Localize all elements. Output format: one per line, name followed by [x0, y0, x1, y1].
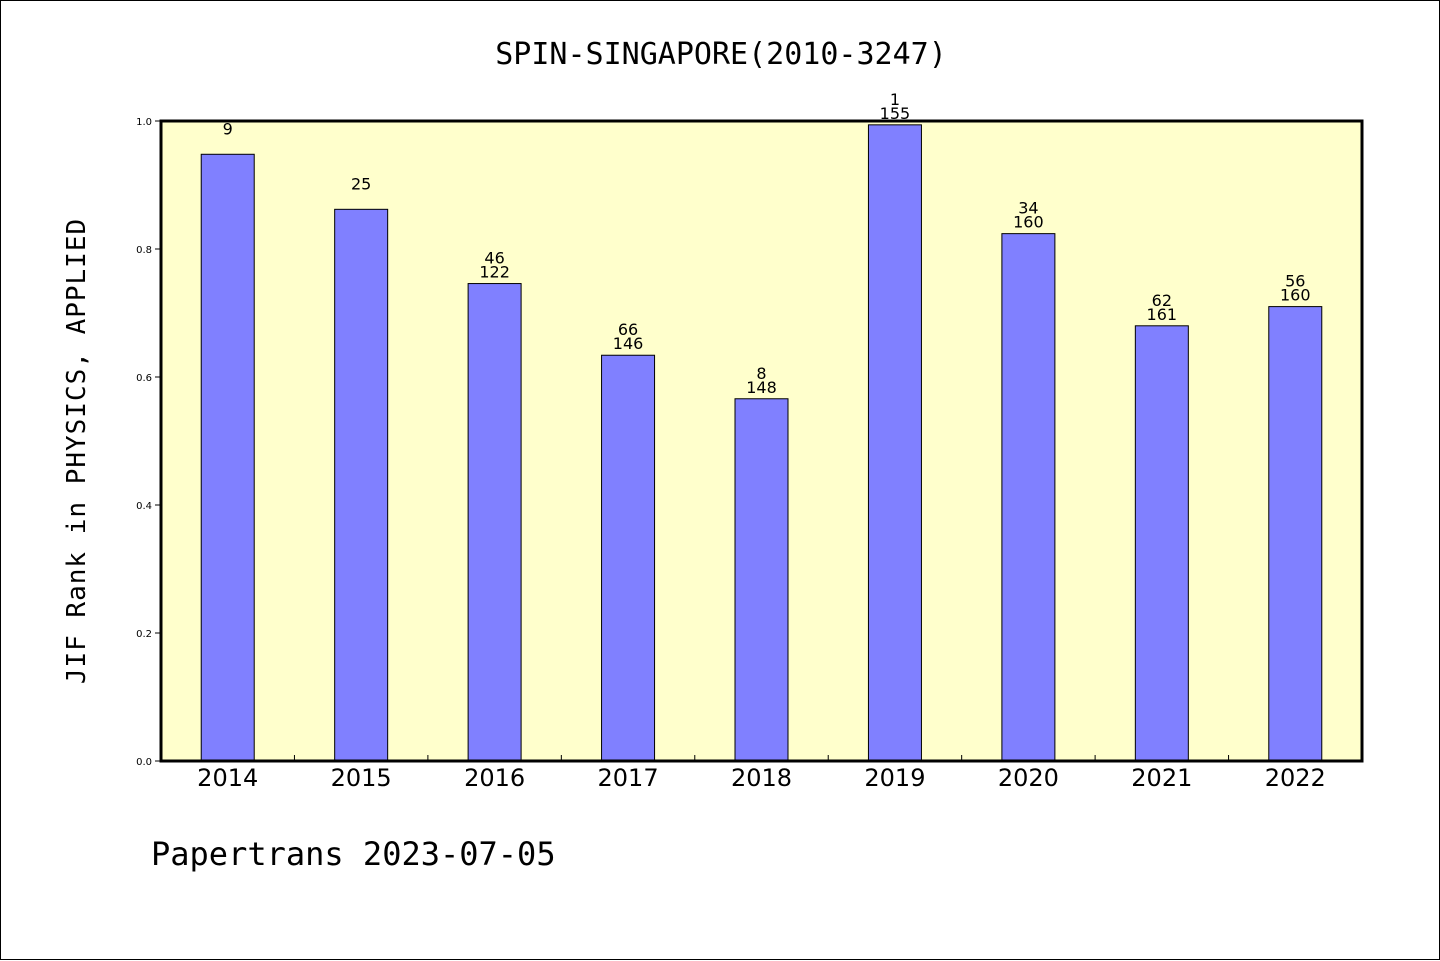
- x-tick-label: 2021: [1131, 764, 1192, 792]
- x-tick-label: 2016: [464, 764, 525, 792]
- bar-rank-label: 1: [890, 90, 900, 109]
- bar-total-label: 122: [479, 263, 510, 282]
- bar-rank-label: 9: [223, 119, 233, 138]
- bar: [734, 398, 789, 762]
- bar: [601, 354, 656, 762]
- bar: [334, 208, 389, 762]
- bar: [1134, 325, 1189, 762]
- y-tick-label: 0.8: [136, 245, 152, 256]
- footer-credit: Papertrans 2023-07-05: [151, 835, 556, 873]
- x-tick-label: 2019: [864, 764, 925, 792]
- bar: [1268, 306, 1323, 762]
- bar-total-label: 161: [1147, 305, 1178, 324]
- bar-rank-label: 46: [484, 249, 504, 268]
- y-tick-label: 0.2: [136, 629, 152, 640]
- x-tick-label: 2020: [998, 764, 1059, 792]
- plot-frame: [159, 119, 1364, 763]
- bar-total-label: 146: [613, 334, 644, 353]
- bar-total-label: 148: [746, 378, 777, 397]
- x-tick-label: 2014: [197, 764, 258, 792]
- bar-rank-label: 8: [756, 364, 766, 383]
- bar: [1001, 233, 1056, 762]
- bar-total-label: 160: [1280, 286, 1311, 305]
- bar-rank-label: 62: [1152, 291, 1172, 310]
- bar: [867, 124, 922, 762]
- bar-rank-label: 56: [1285, 272, 1305, 291]
- x-tick-label: 2022: [1265, 764, 1326, 792]
- bar: [200, 153, 255, 762]
- bar-rank-label: 66: [618, 320, 638, 339]
- x-tick-label: 2015: [331, 764, 392, 792]
- y-tick-label: 0.0: [136, 757, 152, 768]
- y-tick-label: 1.0: [136, 117, 152, 128]
- x-tick-label: 2018: [731, 764, 792, 792]
- y-tick-label: 0.4: [136, 501, 152, 512]
- bar-total-label: 160: [1013, 213, 1044, 232]
- chart-title: SPIN-SINGAPORE(2010-3247): [495, 37, 947, 72]
- bar-rank-label: 25: [351, 174, 371, 193]
- bar: [467, 283, 522, 762]
- x-tick-label: 2017: [598, 764, 659, 792]
- y-tick-label: 0.6: [136, 373, 152, 384]
- bar-rank-label: 34: [1018, 199, 1038, 218]
- bar-total-label: 155: [880, 104, 911, 123]
